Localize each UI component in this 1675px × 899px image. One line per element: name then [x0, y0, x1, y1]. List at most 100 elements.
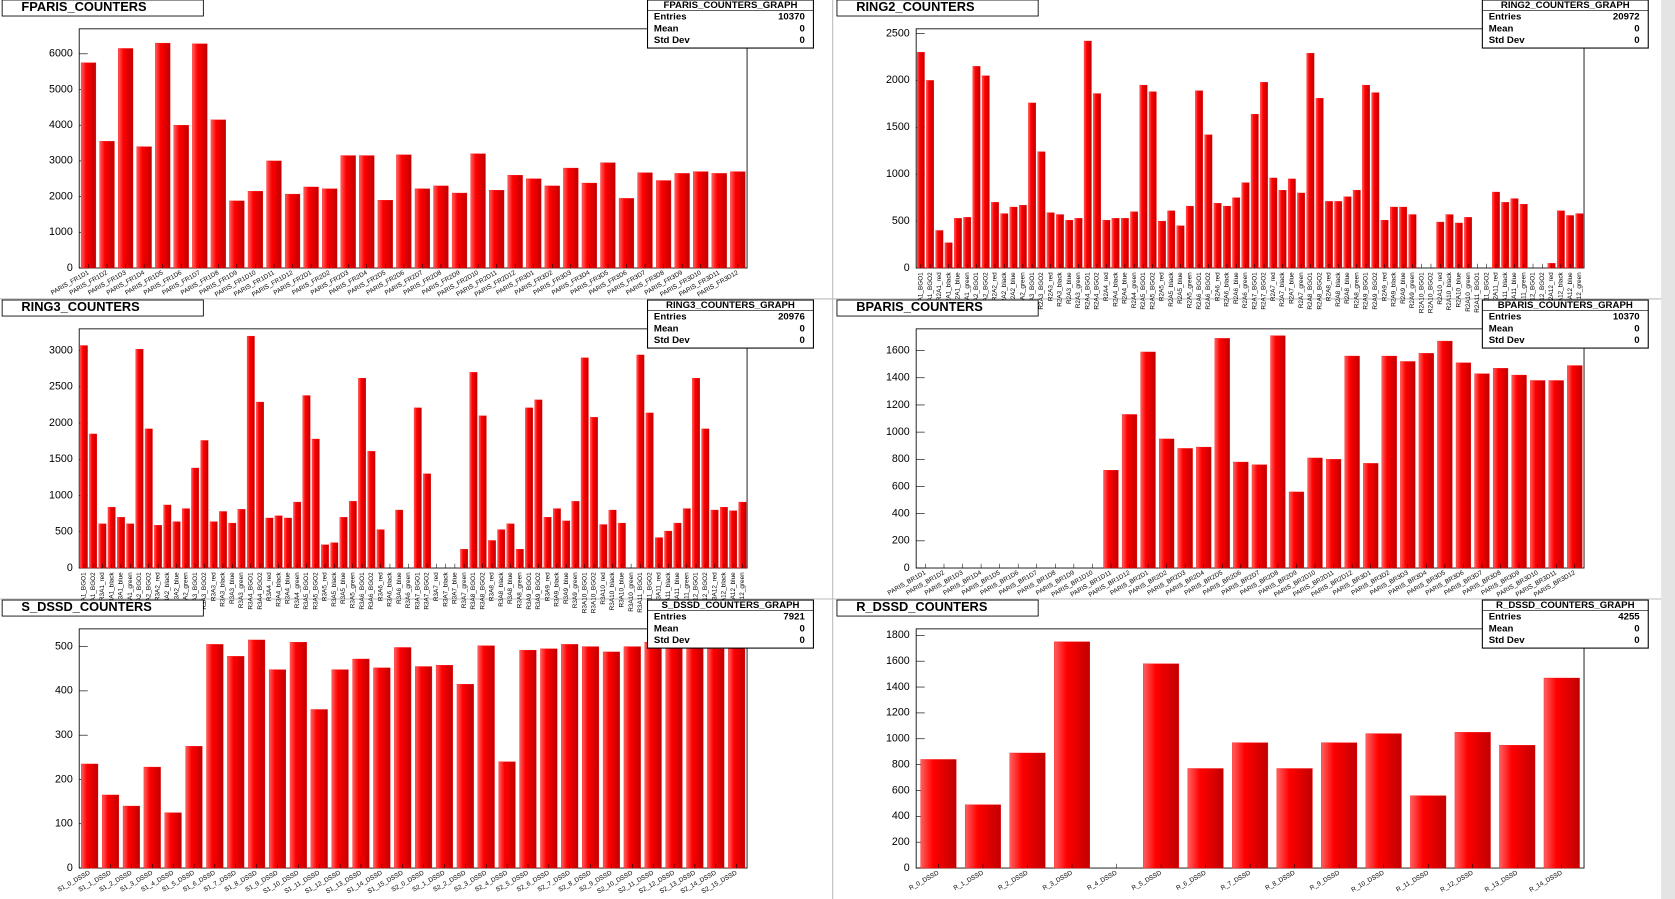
- x-tick-label: R3A2_red: [155, 572, 162, 601]
- bar: [359, 155, 375, 269]
- bar: [470, 153, 486, 269]
- x-tick-label: R3A4_green: [294, 572, 301, 608]
- bar: [1474, 373, 1490, 569]
- x-tick-label: R3A10_blue: [619, 572, 626, 608]
- bar: [1196, 446, 1212, 569]
- x-tick-label: R2A6_blue: [1233, 272, 1240, 304]
- x-tick-label: R3A1_red: [99, 572, 106, 601]
- title-box: [1, 0, 204, 17]
- bar: [674, 173, 690, 269]
- stats-value: 7921: [783, 612, 805, 623]
- x-tick-label: R2A11_blue: [1511, 272, 1518, 307]
- bar: [1455, 362, 1472, 569]
- bar: [507, 175, 523, 269]
- stats-label: Mean: [1489, 323, 1514, 334]
- y-tick-label: 600: [892, 480, 910, 492]
- stats-value: 0: [1634, 323, 1639, 334]
- bar: [637, 172, 653, 269]
- panel: S_DSSD_COUNTERS0100200300400500S1_0_DSSD…: [1, 599, 814, 895]
- x-tick-label: R2A3_BGO1: [1029, 272, 1036, 310]
- bar: [237, 509, 246, 569]
- bar: [227, 656, 245, 869]
- stats-label: Mean: [654, 323, 679, 334]
- x-tick-label: R2A2_blue: [1010, 272, 1017, 304]
- y-tick-label: 1000: [49, 226, 73, 238]
- bar: [693, 171, 709, 269]
- bar: [1436, 221, 1445, 269]
- x-tick-label: R2A10_blue: [1455, 272, 1462, 308]
- y-tick-label: 500: [55, 526, 73, 538]
- bar: [711, 173, 727, 269]
- x-tick-label: R3A4_black: [275, 571, 282, 606]
- bar: [89, 433, 97, 569]
- bar: [1548, 380, 1564, 569]
- plot-frame: [915, 328, 1585, 569]
- y-tick-label: 200: [892, 535, 910, 547]
- bar: [1445, 214, 1454, 269]
- panel: RING3_COUNTERS 0 500 1000 1500 2000 2500 3000 R3…: [1, 299, 814, 613]
- x-tick-label: R3A10_BGO2: [591, 572, 598, 613]
- y-tick-label: 2000: [886, 74, 910, 86]
- x-tick-label: R3A5_red: [322, 572, 329, 601]
- bar: [1343, 196, 1352, 269]
- y-tick-label: 3000: [49, 155, 73, 167]
- bar: [1204, 134, 1213, 269]
- y-tick-label: 1600: [886, 655, 910, 667]
- x-tick-label: R2A8_BGO1: [1307, 272, 1314, 310]
- x-tick-label: R2A4_black: [1112, 271, 1119, 306]
- panel: RING2_COUNTERS 0 500 1000 1500 2000 2500 R2A1_B…: [836, 0, 1649, 313]
- x-tick-label: R2A4_red: [1103, 272, 1110, 301]
- bar: [720, 506, 728, 569]
- bar: [1102, 219, 1111, 269]
- bar: [926, 80, 934, 269]
- bar: [1260, 82, 1268, 269]
- x-tick-label: R3A6_black: [387, 571, 394, 606]
- bar: [228, 522, 237, 569]
- bar: [1232, 197, 1241, 269]
- stats-value: 10370: [1613, 312, 1640, 323]
- stats-label: Std Dev: [1489, 335, 1525, 346]
- bar: [265, 517, 274, 569]
- x-tick-label: R3A7_green: [461, 572, 468, 608]
- bar: [540, 648, 558, 869]
- x-tick-label: R2A11_BGO1: [1474, 272, 1481, 313]
- bar: [920, 759, 957, 869]
- x-tick-label: R3A6_red: [377, 572, 384, 601]
- bar: [582, 646, 600, 869]
- x-tick-label: R3A12_red: [711, 572, 718, 605]
- bar: [117, 517, 125, 569]
- bar: [618, 198, 635, 269]
- bar: [1499, 745, 1536, 869]
- bar: [144, 428, 153, 569]
- bar: [728, 644, 746, 869]
- bar: [1130, 211, 1139, 269]
- bar: [981, 75, 990, 269]
- bar: [916, 52, 925, 269]
- bar: [284, 193, 301, 269]
- x-tick-label: R3A4_BGO1: [247, 572, 254, 610]
- y-tick-label: 0: [904, 562, 910, 574]
- title-box: [836, 299, 1039, 317]
- bar: [154, 525, 162, 569]
- bar: [1158, 220, 1166, 269]
- bar: [1399, 206, 1408, 269]
- bar: [1325, 459, 1342, 569]
- bar: [1315, 98, 1324, 269]
- y-tick-label: 400: [892, 810, 910, 822]
- x-tick-label: R3A2_blue: [173, 572, 180, 604]
- x-tick-label: R3A3_green: [238, 572, 245, 608]
- bar: [1454, 222, 1463, 269]
- bar: [293, 501, 302, 569]
- stats-label: Entries: [654, 12, 687, 23]
- stats-label: Std Dev: [1489, 35, 1525, 46]
- x-tick-label: R2A9_BGO1: [1363, 272, 1370, 310]
- x-tick-label: R2A1_black: [945, 271, 952, 306]
- x-tick-label: R2A10_green: [1465, 272, 1472, 312]
- bar: [608, 509, 617, 569]
- x-tick-label: R2A10_red: [1437, 272, 1444, 305]
- bar: [1009, 752, 1046, 869]
- scrollbar[interactable]: [1661, 0, 1675, 899]
- x-tick-label: R2A11_black: [1502, 271, 1509, 309]
- bar: [331, 669, 349, 869]
